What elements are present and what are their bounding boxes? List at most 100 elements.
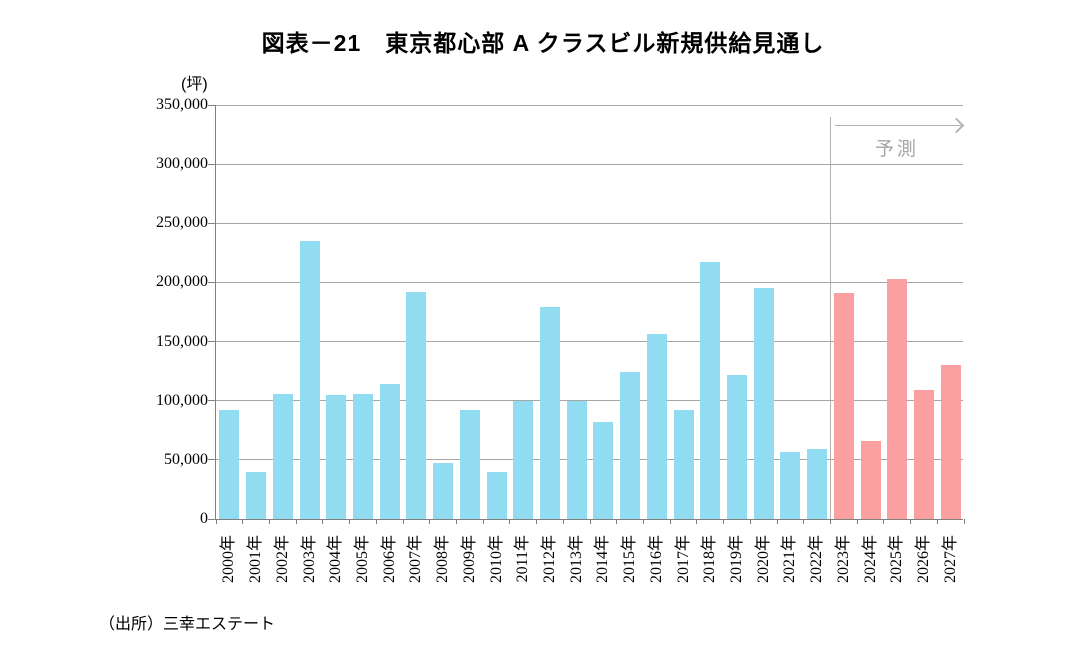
forecast-label: 予測 (874, 139, 919, 160)
x-axis-tick (295, 519, 297, 524)
bar-2010年 (486, 471, 507, 519)
bar-2014年 (593, 422, 614, 519)
x-axis-tick (509, 519, 511, 524)
x-axis-tick-label: 2018年 (701, 535, 719, 584)
y-axis-tick (208, 400, 216, 402)
y-axis-tick (208, 518, 216, 520)
bar-2003年 (299, 241, 320, 519)
x-axis-tick (696, 519, 698, 524)
y-axis-tick-label: 350,000 (156, 96, 208, 113)
source-note: （出所）三幸エステート (99, 616, 276, 633)
bar-2011年 (513, 400, 534, 519)
x-axis-tick (642, 519, 644, 524)
bar-2013年 (566, 400, 587, 519)
x-axis-tick (856, 519, 858, 524)
x-axis-tick (616, 519, 618, 524)
x-axis-tick-label: 2010年 (487, 535, 505, 584)
x-axis-tick-label: 2021年 (781, 535, 799, 584)
bar-2024年 (860, 440, 881, 519)
x-axis-tick-label: 2022年 (808, 535, 826, 584)
bar-2018年 (700, 262, 721, 519)
x-axis-tick (803, 519, 805, 524)
y-axis-tick-label: 0 (200, 510, 208, 527)
forecast-arrow (835, 125, 961, 126)
bar-2020年 (753, 288, 774, 519)
gridline-300,000 (216, 163, 963, 165)
x-axis-tick-label: 2013年 (567, 535, 585, 584)
x-axis-tick-label: 2011年 (514, 535, 532, 583)
x-axis-tick (910, 519, 912, 524)
chart-title: 図表－21 東京都心部 A クラスビル新規供給見通し (261, 30, 825, 56)
x-axis-tick (723, 519, 725, 524)
gridline-50,000 (216, 459, 963, 461)
bar-2001年 (246, 471, 267, 519)
x-axis-tick-label: 2006年 (380, 535, 398, 584)
bar-2006年 (379, 384, 400, 519)
y-axis-tick-label: 200,000 (156, 273, 208, 291)
bar-2002年 (272, 393, 293, 519)
bar-2021年 (780, 451, 801, 519)
gridline-200,000 (216, 281, 963, 283)
bar-2023年 (833, 293, 854, 519)
bar-2007年 (406, 291, 427, 519)
x-axis-tick-label: 2003年 (300, 535, 318, 584)
bar-2017年 (673, 410, 694, 519)
x-axis-tick (669, 519, 671, 524)
x-axis-tick-label: 2017年 (674, 535, 692, 584)
x-axis-tick-label: 2015年 (621, 535, 639, 584)
x-axis-tick (829, 519, 831, 524)
x-axis-tick-label: 2001年 (247, 535, 265, 584)
x-axis-tick-label: 2009年 (460, 535, 478, 584)
x-axis-tick-label: 2008年 (434, 535, 452, 584)
bar-2009年 (459, 410, 480, 519)
x-axis-tick (268, 519, 270, 524)
x-axis-tick-label: 2002年 (273, 535, 291, 584)
bar-2004年 (326, 394, 347, 519)
bar-2005年 (352, 393, 373, 519)
x-axis-tick-label: 2016年 (647, 535, 665, 584)
x-axis-tick (776, 519, 778, 524)
x-axis-tick (375, 519, 377, 524)
bar-2016年 (646, 334, 667, 519)
x-axis-tick (536, 519, 538, 524)
y-axis-tick-label: 300,000 (156, 155, 208, 173)
gridline-250,000 (216, 222, 963, 224)
x-axis-tick (349, 519, 351, 524)
x-axis-tick (242, 519, 244, 524)
bar-2000年 (219, 410, 240, 519)
forecast-arrow-head-icon (948, 117, 965, 134)
y-axis-tick (208, 281, 216, 283)
x-axis-tick-label: 2025年 (888, 535, 906, 584)
x-axis-tick (429, 519, 431, 524)
y-axis-tick-label: 50,000 (164, 450, 208, 468)
x-axis-tick-label: 2026年 (914, 535, 932, 584)
y-axis-tick (208, 341, 216, 343)
y-axis-tick-label: 250,000 (156, 214, 208, 232)
x-axis-tick (322, 519, 324, 524)
bar-2012年 (539, 307, 560, 519)
x-axis-tick (482, 519, 484, 524)
gridline-350,000 (216, 104, 963, 106)
gridline-150,000 (216, 341, 963, 343)
bar-2022年 (807, 449, 828, 519)
y-axis-tick-label: 150,000 (156, 332, 208, 350)
y-axis-tick (208, 222, 216, 224)
x-axis-tick-label: 2005年 (353, 535, 371, 584)
x-axis-tick (562, 519, 564, 524)
y-axis-tick (208, 459, 216, 461)
forecast-divider-line (830, 117, 831, 519)
gridline-100,000 (216, 400, 963, 402)
x-axis-tick-label: 2024年 (861, 535, 879, 584)
x-axis-tick-label: 2027年 (941, 535, 959, 584)
x-axis-tick-label: 2012年 (540, 535, 558, 584)
bar-2025年 (887, 278, 908, 519)
plot-area: 予測 0 50,000 100,000 150,000 200,000 250,000 30… (156, 96, 965, 583)
y-axis-tick (208, 163, 216, 165)
y-axis-tick-label: 100,000 (156, 391, 208, 409)
bar-2026年 (913, 390, 934, 519)
x-axis-tick-label: 2014年 (594, 535, 612, 584)
x-axis-tick (936, 519, 938, 524)
x-axis-tick (402, 519, 404, 524)
x-axis-tick-label: 2007年 (407, 535, 425, 584)
x-axis-tick (963, 519, 965, 524)
